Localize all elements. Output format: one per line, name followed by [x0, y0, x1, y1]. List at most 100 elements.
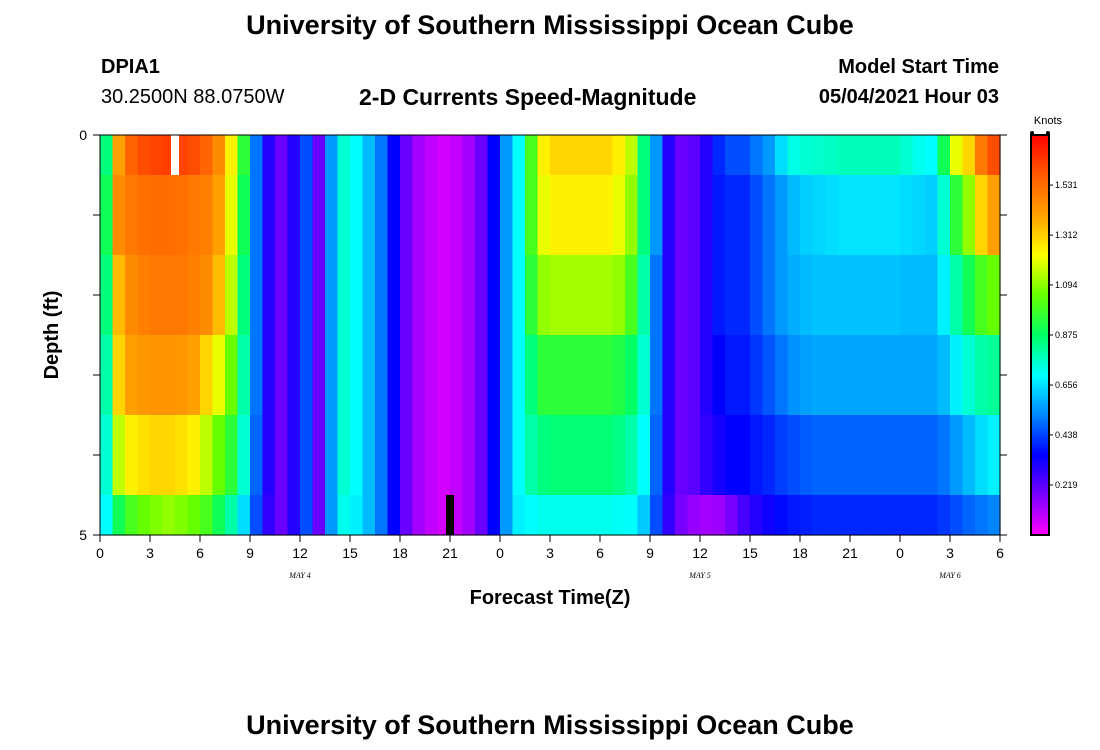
heatmap-cell: [675, 495, 689, 536]
heatmap-cell: [375, 255, 389, 336]
day-label: MAY 4: [288, 571, 311, 580]
heatmap-cell: [275, 175, 289, 256]
x-tick-label: 21: [442, 545, 458, 561]
heatmap-cell: [600, 495, 614, 536]
heatmap-cell: [412, 335, 426, 416]
heatmap-cell: [150, 495, 164, 536]
heatmap-cell: [450, 415, 464, 496]
x-tick-label: 15: [742, 545, 758, 561]
heatmap-cell: [162, 175, 176, 256]
heatmap-cell: [100, 495, 114, 536]
heatmap-cell: [150, 255, 164, 336]
heatmap-cell: [350, 135, 364, 176]
heatmap-cell: [250, 415, 264, 496]
heatmap-cell: [225, 255, 239, 336]
heatmap-cell: [612, 175, 626, 256]
heatmap-cell: [250, 175, 264, 256]
heatmap-cell: [737, 255, 751, 336]
heatmap-cell: [375, 135, 389, 176]
heatmap-cell: [475, 495, 489, 536]
heatmap-cell: [625, 495, 639, 536]
heatmap-cell: [487, 495, 501, 536]
heatmap-cell: [487, 135, 501, 176]
heatmap-cell: [737, 175, 751, 256]
heatmap-cell: [350, 255, 364, 336]
heatmap-cell: [537, 335, 551, 416]
heatmap-cell: [125, 255, 139, 336]
heatmap-cell: [712, 255, 726, 336]
heatmap-cell: [312, 415, 326, 496]
heatmap-cell: [375, 175, 389, 256]
heatmap-cell: [225, 135, 239, 176]
heatmap-cell: [475, 415, 489, 496]
colorbar-cap: [1030, 131, 1034, 135]
heatmap-cell: [362, 175, 376, 256]
heatmap-cell: [437, 255, 451, 336]
heatmap-cell: [737, 135, 751, 176]
colorbar-tick-label: 0.656: [1055, 380, 1078, 390]
heatmap-cell: [737, 415, 751, 496]
heatmap-cell: [725, 335, 739, 416]
heatmap-cell: [100, 175, 114, 256]
heatmap-cell: [925, 415, 939, 496]
heatmap-cell: [550, 255, 564, 336]
heatmap-cell: [475, 335, 489, 416]
x-tick-label: 6: [996, 545, 1004, 561]
heatmap-cell: [875, 135, 889, 176]
heatmap-cell: [225, 335, 239, 416]
heatmap-cell: [337, 415, 351, 496]
heatmap-cell: [562, 415, 576, 496]
heatmap-cell: [612, 255, 626, 336]
heatmap-cell: [700, 135, 714, 176]
heatmap-cell: [825, 335, 839, 416]
heatmap-cell: [250, 335, 264, 416]
heatmap-cell: [550, 495, 564, 536]
heatmap-cell: [800, 495, 814, 536]
heatmap-cell: [525, 495, 539, 536]
max-speed-marker: [171, 135, 179, 175]
heatmap-cell: [712, 175, 726, 256]
heatmap-cell: [212, 495, 226, 536]
heatmap-cell: [925, 175, 939, 256]
heatmap-cell: [825, 135, 839, 176]
heatmap-cell: [650, 415, 664, 496]
heatmap-cell: [387, 495, 401, 536]
heatmap-cell: [237, 175, 251, 256]
heatmap-cell: [425, 255, 439, 336]
heatmap-cell: [700, 255, 714, 336]
heatmap-cell: [750, 335, 764, 416]
heatmap-cell: [612, 415, 626, 496]
heatmap-cell: [412, 135, 426, 176]
chart-title: University of Southern Mississippi Ocean…: [246, 10, 854, 40]
heatmap-cell: [850, 415, 864, 496]
heatmap-cell: [762, 135, 776, 176]
heatmap-cell: [900, 135, 914, 176]
heatmap-cell: [912, 495, 926, 536]
heatmap-cell: [287, 415, 301, 496]
heatmap-cell: [962, 495, 976, 536]
heatmap-cell: [600, 335, 614, 416]
heatmap-cell: [575, 335, 589, 416]
heatmap-cell: [925, 495, 939, 536]
heatmap-cell: [725, 495, 739, 536]
heatmap-cell: [450, 335, 464, 416]
heatmap-cell: [575, 415, 589, 496]
heatmap-cell: [637, 135, 651, 176]
heatmap-cell: [525, 335, 539, 416]
heatmap-cell: [812, 495, 826, 536]
heatmap-cell: [325, 135, 339, 176]
x-tick-label: 9: [246, 545, 254, 561]
x-tick-label: 18: [392, 545, 408, 561]
heatmap-cell: [575, 255, 589, 336]
heatmap-cell: [787, 335, 801, 416]
heatmap-cell: [425, 495, 439, 536]
x-tick-label: 9: [646, 545, 654, 561]
heatmap-cell: [175, 495, 189, 536]
x-tick-label: 3: [146, 545, 154, 561]
heatmap-cell: [212, 415, 226, 496]
heatmap-cell: [837, 415, 851, 496]
heatmap-cell: [937, 255, 951, 336]
heatmap-cell: [375, 495, 389, 536]
heatmap-cell: [512, 495, 526, 536]
heatmap-cell: [675, 335, 689, 416]
